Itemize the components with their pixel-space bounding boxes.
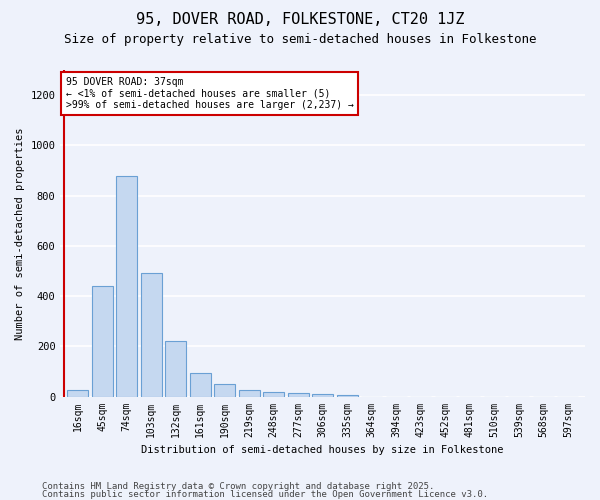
X-axis label: Distribution of semi-detached houses by size in Folkestone: Distribution of semi-detached houses by …: [142, 445, 504, 455]
Bar: [140, 274, 161, 396]
Bar: [116, 176, 137, 396]
Bar: [312, 394, 333, 396]
Text: Contains public sector information licensed under the Open Government Licence v3: Contains public sector information licen…: [42, 490, 488, 499]
Text: 95, DOVER ROAD, FOLKESTONE, CT20 1JZ: 95, DOVER ROAD, FOLKESTONE, CT20 1JZ: [136, 12, 464, 28]
Bar: [67, 390, 88, 396]
Text: Size of property relative to semi-detached houses in Folkestone: Size of property relative to semi-detach…: [64, 32, 536, 46]
Bar: [288, 393, 308, 396]
Y-axis label: Number of semi-detached properties: Number of semi-detached properties: [15, 127, 25, 340]
Bar: [214, 384, 235, 396]
Bar: [165, 342, 186, 396]
Bar: [92, 286, 113, 397]
Text: Contains HM Land Registry data © Crown copyright and database right 2025.: Contains HM Land Registry data © Crown c…: [42, 482, 434, 491]
Bar: [263, 392, 284, 396]
Bar: [190, 372, 211, 396]
Bar: [239, 390, 260, 396]
Text: 95 DOVER ROAD: 37sqm
← <1% of semi-detached houses are smaller (5)
>99% of semi-: 95 DOVER ROAD: 37sqm ← <1% of semi-detac…: [65, 76, 353, 110]
